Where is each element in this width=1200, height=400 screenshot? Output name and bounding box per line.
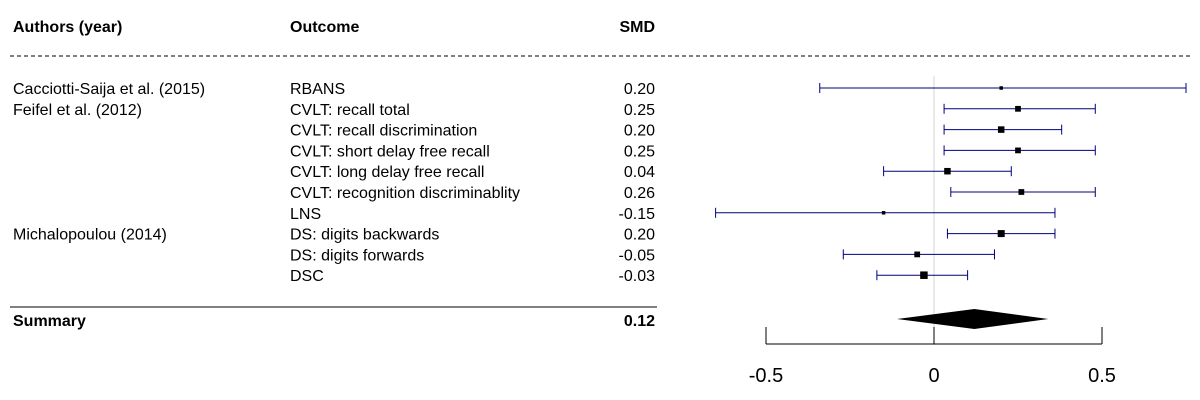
study-author: Michalopoulou (2014) xyxy=(13,227,167,244)
study-smd: 0.26 xyxy=(624,185,655,202)
summary-diamond xyxy=(897,309,1049,329)
study-outcome: CVLT: recognition discriminablity xyxy=(290,185,520,202)
header-authors: Authors (year) xyxy=(13,19,122,36)
study-outcome: DSC xyxy=(290,268,324,285)
study-marks xyxy=(715,83,1187,281)
study-outcome: CVLT: recall discrimination xyxy=(290,123,477,140)
point-estimate xyxy=(1015,105,1021,112)
x-tick-label: -0.5 xyxy=(749,365,783,387)
study-smd: 0.20 xyxy=(624,123,655,140)
study-smd: -0.05 xyxy=(619,247,656,264)
study-smd: 0.04 xyxy=(624,164,655,181)
x-axis: -0.5 0 0.5 xyxy=(749,327,1116,387)
study-smd: -0.03 xyxy=(619,268,656,285)
study-smd: 0.20 xyxy=(624,81,655,98)
summary-label: Summary xyxy=(13,313,86,330)
study-outcome: DS: digits forwards xyxy=(290,247,424,264)
point-estimate xyxy=(1018,189,1025,195)
point-estimate xyxy=(920,271,928,279)
study-smd: 0.25 xyxy=(624,102,655,119)
point-estimate xyxy=(1015,147,1021,154)
point-estimate xyxy=(997,230,1005,238)
header-outcome: Outcome xyxy=(290,19,359,36)
study-smd: 0.25 xyxy=(624,143,655,160)
study-outcome: RBANS xyxy=(290,81,345,98)
summary-smd: 0.12 xyxy=(624,313,655,330)
point-estimate xyxy=(914,251,921,258)
point-estimate xyxy=(999,86,1003,90)
x-tick-label: 0.5 xyxy=(1088,365,1116,387)
point-estimate xyxy=(881,211,886,215)
study-author: Cacciotti-Saija et al. (2015) xyxy=(13,81,205,98)
x-tick-label: 0 xyxy=(928,365,939,387)
study-rows: Cacciotti-Saija et al. (2015) RBANS 0.20 Fe… xyxy=(13,81,655,285)
study-smd: 0.20 xyxy=(624,227,655,244)
point-estimate xyxy=(997,126,1005,133)
study-outcome: CVLT: short delay free recall xyxy=(290,143,490,160)
study-outcome: LNS xyxy=(290,206,321,223)
study-smd: -0.15 xyxy=(619,206,656,223)
study-author: Feifel et al. (2012) xyxy=(13,102,142,119)
point-estimate xyxy=(944,167,951,175)
header-smd: SMD xyxy=(619,19,655,36)
study-outcome: CVLT: recall total xyxy=(290,102,410,119)
study-outcome: CVLT: long delay free recall xyxy=(290,164,484,181)
study-outcome: DS: digits backwards xyxy=(290,227,439,244)
